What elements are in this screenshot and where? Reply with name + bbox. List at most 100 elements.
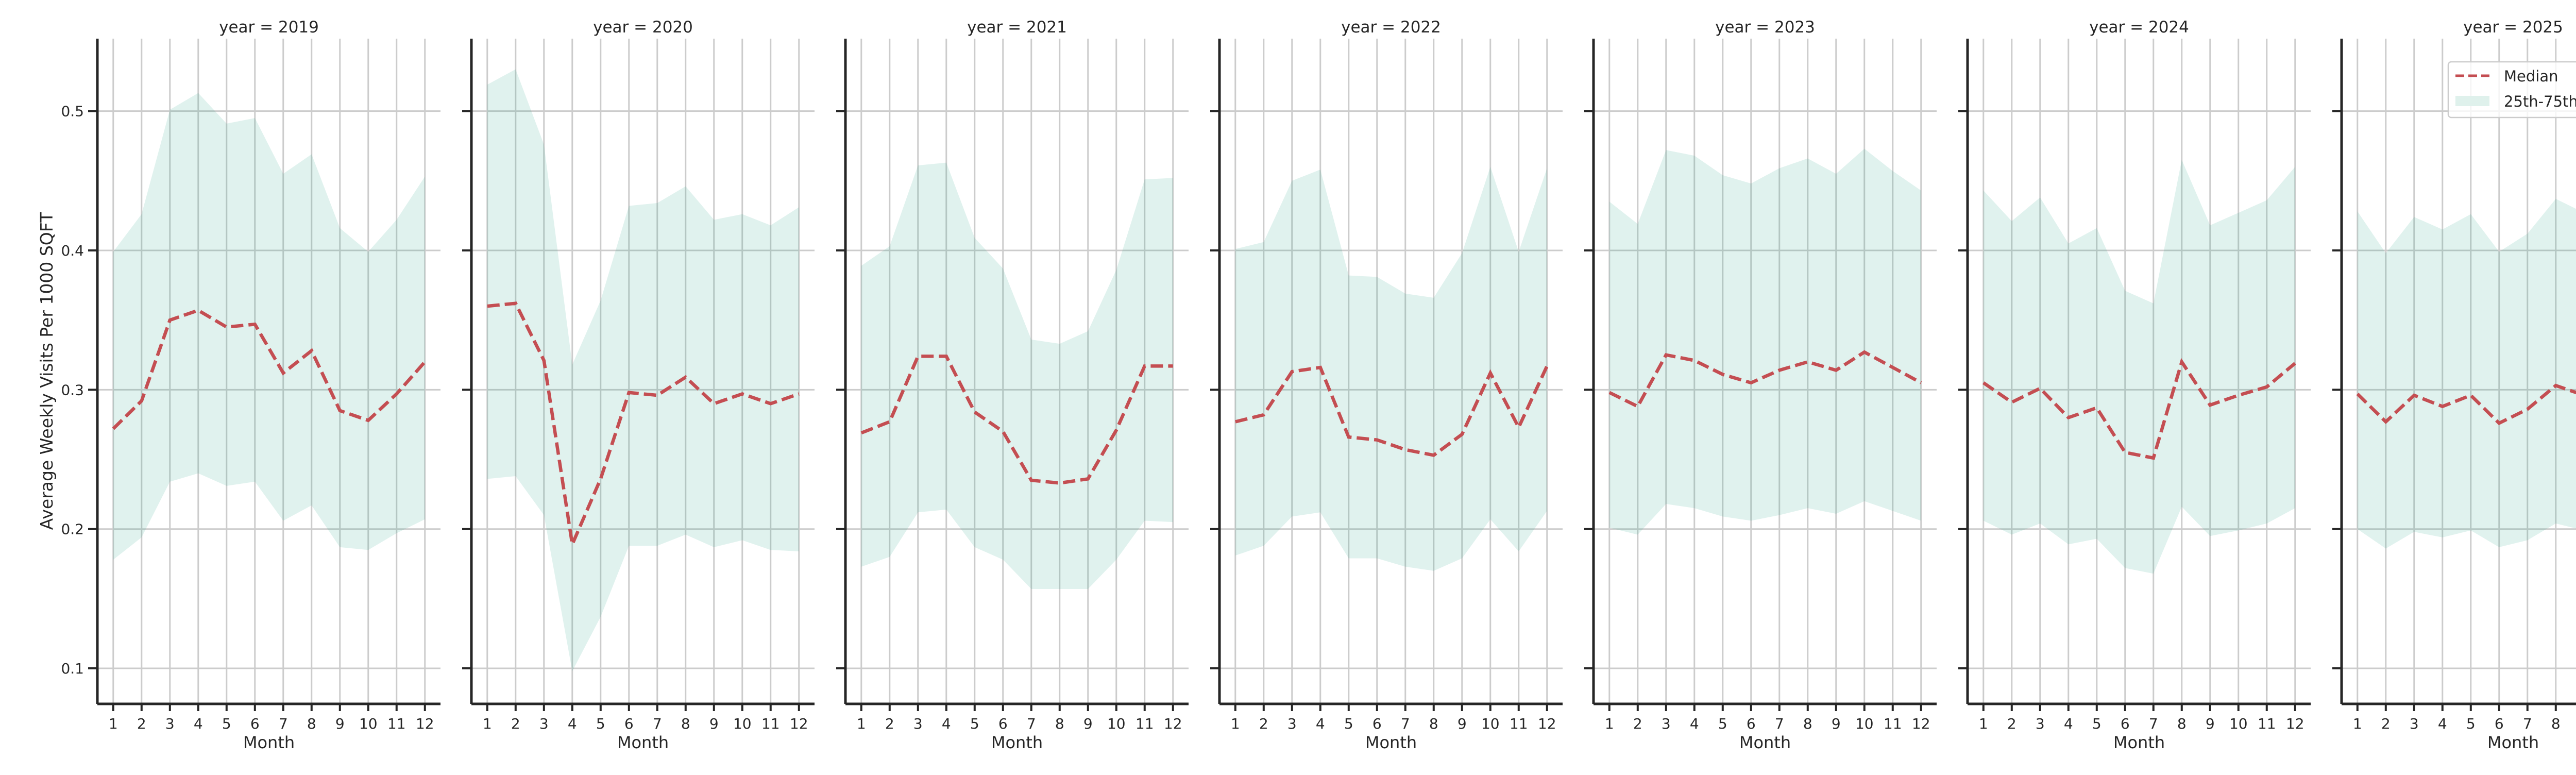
x-tick-label: 5 [2466,715,2476,732]
x-tick-label: 5 [1344,715,1353,732]
legend-band-swatch [2455,96,2489,106]
x-axis-label: Month [2113,733,2165,752]
x-tick-label: 3 [913,715,923,732]
x-tick-label: 2 [1633,715,1642,732]
x-tick-label: 7 [2149,715,2158,732]
x-tick-label: 2 [1259,715,1268,732]
x-tick-label: 8 [307,715,316,732]
x-tick-label: 10 [1481,715,1500,732]
x-tick-label: 7 [279,715,288,732]
x-tick-label: 11 [1884,715,1902,732]
x-tick-label: 12 [416,715,434,732]
x-tick-label: 9 [709,715,719,732]
x-tick-label: 4 [1316,715,1325,732]
x-tick-label: 10 [1855,715,1874,732]
x-tick-label: 11 [1136,715,1154,732]
x-tick-label: 7 [1401,715,1410,732]
x-tick-label: 9 [1083,715,1093,732]
x-tick-label: 12 [1912,715,1930,732]
x-tick-label: 4 [568,715,577,732]
x-tick-label: 3 [165,715,175,732]
percentile-band [487,69,799,671]
panel-title: year = 2020 [593,18,693,37]
x-tick-label: 5 [222,715,231,732]
legend-median-label: Median [2504,68,2558,85]
x-tick-label: 12 [790,715,808,732]
percentile-band [2358,199,2576,549]
x-tick-label: 1 [1979,715,1988,732]
percentile-band [1235,167,1547,571]
x-tick-label: 8 [2551,715,2561,732]
x-tick-label: 10 [1107,715,1126,732]
x-tick-label: 3 [539,715,549,732]
x-tick-label: 9 [2206,715,2215,732]
panel-title: year = 2025 [2463,18,2563,37]
x-tick-label: 3 [2036,715,2045,732]
x-tick-label: 2 [2007,715,2016,732]
y-axis-label: Average Weekly Visits Per 1000 SQFT [37,212,57,530]
x-tick-label: 2 [2381,715,2391,732]
y-tick-label: 0.4 [61,242,84,259]
x-tick-label: 8 [2177,715,2187,732]
x-tick-label: 4 [194,715,203,732]
percentile-band [1609,149,1921,535]
x-tick-label: 9 [335,715,345,732]
x-tick-label: 5 [2092,715,2102,732]
panel-title: year = 2024 [2089,18,2189,37]
y-tick-label: 0.5 [61,103,84,120]
x-axis-label: Month [991,733,1043,752]
x-tick-label: 11 [761,715,780,732]
x-tick-label: 11 [1510,715,1528,732]
x-axis-label: Month [1739,733,1791,752]
percentile-band [113,93,425,560]
x-tick-label: 8 [1055,715,1064,732]
x-tick-label: 2 [885,715,894,732]
x-axis-label: Month [2487,733,2539,752]
x-tick-label: 9 [1458,715,1467,732]
x-tick-label: 10 [733,715,752,732]
x-tick-label: 9 [1832,715,1841,732]
x-tick-label: 7 [653,715,662,732]
x-tick-label: 2 [137,715,146,732]
x-tick-label: 7 [1775,715,1784,732]
x-tick-label: 1 [857,715,866,732]
x-tick-label: 10 [2229,715,2248,732]
x-tick-label: 12 [1164,715,1182,732]
x-tick-label: 5 [1718,715,1727,732]
x-tick-label: 5 [970,715,979,732]
panel-title: year = 2022 [1341,18,1441,37]
x-tick-label: 3 [1662,715,1671,732]
x-tick-label: 2 [511,715,520,732]
x-tick-label: 6 [2495,715,2504,732]
x-tick-label: 4 [1690,715,1699,732]
x-axis-label: Month [1365,733,1417,752]
x-tick-label: 4 [2438,715,2447,732]
x-tick-label: 12 [1538,715,1556,732]
y-tick-label: 0.3 [61,381,84,398]
panel-title: year = 2023 [1715,18,1815,37]
x-tick-label: 6 [998,715,1008,732]
x-tick-label: 11 [387,715,406,732]
x-tick-label: 1 [2353,715,2362,732]
y-tick-label: 0.2 [61,521,84,538]
x-tick-label: 6 [624,715,634,732]
x-tick-label: 6 [1372,715,1382,732]
x-tick-label: 1 [109,715,118,732]
x-tick-label: 6 [2121,715,2130,732]
x-tick-label: 12 [2286,715,2304,732]
x-tick-label: 1 [1605,715,1614,732]
x-axis-label: Month [617,733,669,752]
x-tick-label: 8 [1803,715,1812,732]
legend: Median 25th-75th Percentile [2448,62,2576,117]
x-tick-label: 3 [2410,715,2419,732]
legend-band-label: 25th-75th Percentile [2504,93,2576,110]
x-tick-label: 4 [2064,715,2073,732]
x-tick-label: 11 [2258,715,2276,732]
